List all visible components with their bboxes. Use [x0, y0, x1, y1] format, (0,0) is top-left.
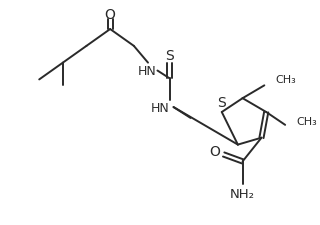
Text: HN: HN	[151, 101, 170, 115]
Text: CH₃: CH₃	[276, 75, 296, 86]
Text: NH₂: NH₂	[230, 189, 255, 201]
Text: HN: HN	[138, 65, 156, 78]
Text: O: O	[105, 8, 116, 22]
Text: CH₃: CH₃	[297, 117, 317, 127]
Text: O: O	[209, 144, 220, 158]
Text: S: S	[165, 49, 174, 63]
Text: S: S	[217, 96, 226, 110]
